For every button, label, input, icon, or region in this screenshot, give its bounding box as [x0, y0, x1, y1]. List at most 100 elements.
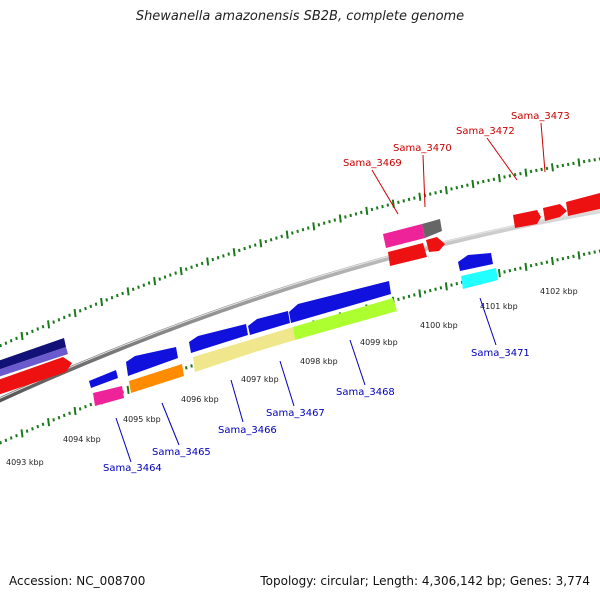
- ruler-tick: [174, 271, 177, 275]
- gene-feature-sama3472-red: [513, 210, 541, 228]
- ruler-tick: [259, 239, 263, 248]
- ruler-tick: [450, 187, 453, 191]
- ruler-tick: [492, 177, 496, 181]
- ruler-tick: [428, 192, 432, 196]
- gene-feature-sama3468-blue: [289, 281, 391, 323]
- ruler-tick: [222, 254, 225, 258]
- gene-label: Sama_3466: [218, 425, 277, 436]
- gene-label: Sama_3470: [393, 143, 452, 154]
- gene-feature-sama3471-blue: [458, 253, 493, 271]
- ruler-tick: [4, 438, 8, 443]
- gene-label: Sama_3469: [343, 158, 402, 169]
- ruler-tick: [455, 185, 459, 190]
- gene-feature-sama3469-magenta: [383, 224, 425, 248]
- ruler-tick: [503, 175, 506, 179]
- ruler-tick: [529, 264, 533, 268]
- ruler-tick: [333, 218, 337, 222]
- ruler-tick: [471, 179, 475, 189]
- ruler-tick: [301, 227, 305, 232]
- ruler-tick: [0, 343, 2, 348]
- ruler-tick: [497, 173, 501, 183]
- ruler-tick: [561, 163, 565, 168]
- ruler-tick: [402, 296, 406, 300]
- ruler-tick: [158, 277, 162, 281]
- ruler-tick: [550, 163, 554, 172]
- ruler-tick: [31, 329, 34, 333]
- tick-label: 4099 kbp: [360, 338, 398, 347]
- ruler-tick: [497, 269, 501, 278]
- gene-feature-sama3465-orange: [129, 364, 184, 393]
- ruler-tick: [572, 161, 575, 166]
- tick-label: 4102 kbp: [540, 287, 578, 296]
- ruler-tick: [238, 248, 241, 253]
- ruler-tick: [291, 231, 294, 235]
- ruler-tick: [577, 251, 581, 260]
- ruler-tick: [78, 407, 82, 411]
- ruler-tick: [418, 289, 422, 298]
- ruler-tick: [407, 294, 411, 299]
- ruler-tick: [73, 406, 77, 416]
- ruler-tick: [545, 260, 549, 264]
- ruler-tick: [524, 168, 528, 177]
- label-leader-line: [479, 297, 497, 346]
- ruler-tick: [41, 422, 45, 427]
- ruler-tick: [328, 219, 331, 224]
- ruler-tick: [184, 366, 188, 370]
- ruler-tick: [360, 210, 363, 215]
- ruler-tick: [322, 221, 326, 225]
- ruler-tick: [153, 276, 157, 286]
- ruler-tick: [31, 427, 34, 431]
- ruler-tick: [15, 434, 18, 438]
- ruler-tick: [397, 200, 400, 204]
- ruler-tick: [20, 331, 24, 341]
- ruler-tick: [84, 306, 87, 311]
- ruler-tick: [68, 313, 71, 317]
- ruler-tick: [519, 266, 522, 270]
- tick-label: 4097 kbp: [241, 375, 279, 384]
- ruler-tick: [84, 405, 87, 409]
- ruler-tick: [545, 166, 549, 171]
- gene-feature-sama3473-red-b: [566, 193, 600, 216]
- ruler-tick: [253, 243, 257, 247]
- ruler-tick: [227, 252, 230, 256]
- ruler-tick: [15, 336, 18, 341]
- ruler-tick: [126, 287, 130, 296]
- tick-labels: 4093 kbp 4094 kbp 4095 kbp 4096 kbp 4097 kbp…: [6, 287, 578, 467]
- ruler-tick: [460, 184, 464, 189]
- ruler-tick: [344, 215, 347, 219]
- ruler-tick: [593, 250, 596, 254]
- ruler-tick: [190, 364, 193, 368]
- ruler-tick: [428, 288, 432, 293]
- ruler-tick: [78, 309, 82, 313]
- ruler-tick: [57, 415, 61, 420]
- ruler-tick: [370, 207, 374, 212]
- ruler-tick: [439, 189, 443, 194]
- ruler-tick: [36, 424, 40, 429]
- ruler-tick: [397, 297, 400, 302]
- ruler-tick: [147, 281, 151, 285]
- gene-feature-slate: [0, 347, 68, 377]
- ruler-tick: [386, 203, 390, 207]
- ruler-tick: [243, 246, 246, 251]
- ruler-tick: [566, 162, 570, 167]
- ruler-tick: [25, 331, 29, 336]
- ruler-tick: [317, 223, 321, 227]
- ruler-tick: [248, 245, 252, 249]
- tick-label: 4096 kbp: [181, 395, 219, 404]
- tick-label: 4095 kbp: [123, 415, 161, 424]
- ruler-tick: [126, 385, 130, 394]
- ruler-tick: [142, 283, 146, 287]
- ruler-tick: [47, 417, 51, 427]
- ruler-tick: [540, 167, 543, 172]
- ruler-tick: [296, 229, 299, 234]
- ruler-tick: [381, 204, 384, 209]
- gene-feature-sama3471-cyan: [461, 268, 498, 289]
- ruler-tick: [131, 287, 135, 291]
- ruler-tick: [285, 230, 289, 239]
- label-leader-line: [349, 339, 366, 386]
- ruler-tick: [211, 257, 215, 262]
- ruler-tick: [476, 181, 480, 185]
- gene-feature-sama3466-khaki: [193, 339, 255, 372]
- ruler-tick: [312, 222, 316, 231]
- ruler-tick: [110, 296, 114, 300]
